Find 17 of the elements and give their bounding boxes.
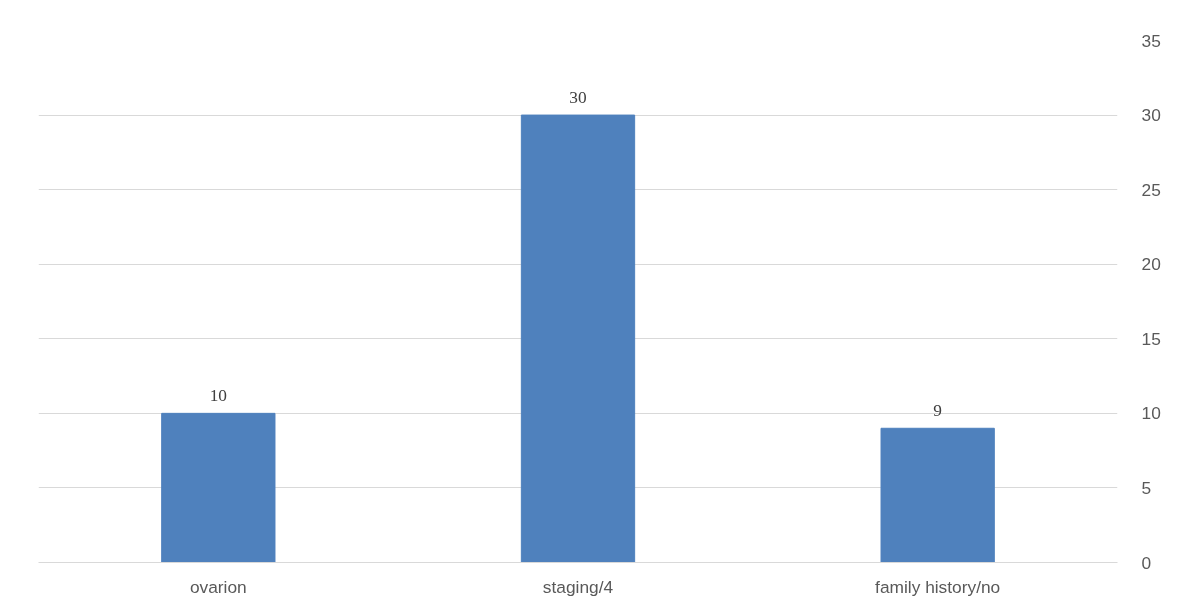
y-tick-label: 15	[1141, 328, 1161, 349]
y-tick-label: 35	[1141, 30, 1161, 51]
y-tick-label: 5	[1141, 477, 1152, 498]
y-tick-label: 0	[1141, 552, 1152, 573]
data-label: 30	[569, 88, 587, 108]
data-label: 9	[933, 401, 943, 421]
x-tick-label: staging/4	[542, 576, 614, 597]
y-tick-label: 25	[1141, 179, 1161, 200]
x-tick-label: family history/no	[875, 576, 1001, 597]
bar	[880, 427, 995, 563]
bar	[520, 114, 636, 563]
x-tick-label: ovarion	[189, 576, 247, 597]
y-tick-label: 30	[1141, 105, 1161, 126]
y-tick-label: 20	[1141, 254, 1161, 275]
bar	[161, 412, 276, 563]
y-tick-label: 10	[1141, 403, 1161, 424]
data-label: 10	[209, 386, 227, 406]
